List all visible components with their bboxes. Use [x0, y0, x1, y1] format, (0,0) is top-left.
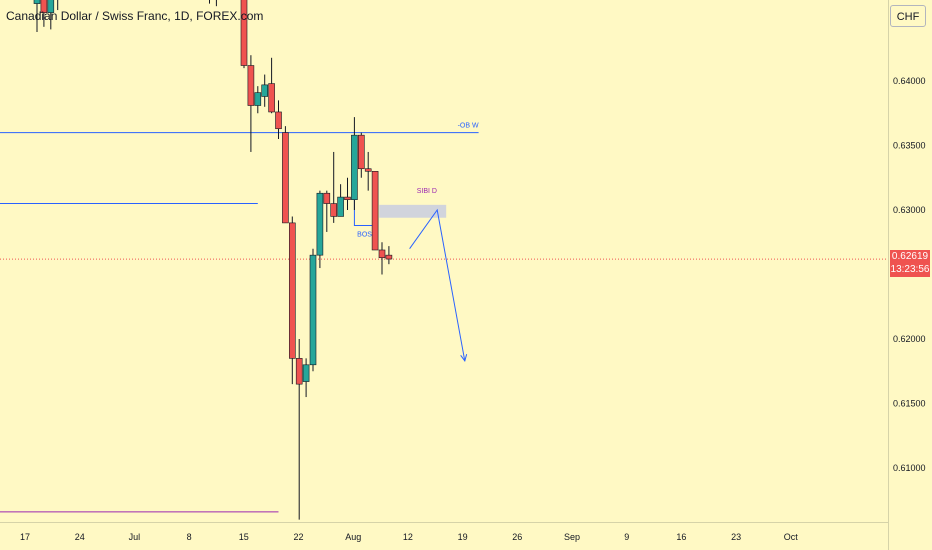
price-tick-label: 0.63500 — [893, 141, 926, 151]
candle-body — [378, 249, 386, 259]
candle[interactable] — [268, 57, 275, 114]
bos-label: BOS — [357, 231, 372, 238]
candle-body — [295, 358, 303, 385]
current-price-label: 0.62619 — [891, 251, 929, 262]
price-tick-label: 0.63000 — [893, 205, 926, 215]
price-tick-label: 0.62000 — [893, 334, 926, 344]
candle-body — [364, 168, 372, 172]
candle[interactable] — [344, 177, 351, 210]
time-tick-label: 19 — [458, 532, 468, 542]
candle[interactable] — [254, 86, 262, 114]
time-tick-label: 22 — [293, 532, 303, 542]
candle[interactable] — [33, 0, 41, 32]
candle[interactable] — [364, 151, 372, 191]
candle-body — [385, 254, 393, 260]
candle[interactable] — [371, 171, 379, 251]
time-tick-label: Sep — [564, 532, 580, 542]
time-tick-label: 15 — [239, 532, 249, 542]
candle[interactable] — [207, 0, 213, 4]
candle-body — [344, 196, 351, 200]
time-tick-label: Aug — [345, 532, 361, 542]
candle-body — [40, 0, 48, 13]
candle-body — [47, 0, 55, 13]
candle-body — [330, 203, 338, 217]
candle[interactable] — [282, 126, 289, 224]
candle-body — [254, 92, 262, 106]
candle[interactable] — [309, 248, 317, 372]
candle[interactable] — [316, 190, 324, 269]
candle-body — [371, 171, 379, 251]
candle[interactable] — [302, 358, 310, 398]
candle-body — [240, 0, 248, 66]
time-tick-label: 9 — [624, 532, 629, 542]
candle[interactable] — [247, 55, 255, 152]
candle-body — [33, 0, 41, 4]
current-price-tag: 0.62619 13:23:56 — [890, 250, 930, 277]
time-tick-label: 8 — [187, 532, 192, 542]
candle[interactable] — [288, 216, 296, 385]
candle[interactable] — [213, 0, 219, 7]
time-axis[interactable]: 17 24 Jul 8 15 22 Aug 12 19 26 Sep 9 16 23 Oct — [20, 532, 798, 542]
sibi-zone[interactable] — [379, 204, 447, 218]
time-tick-label: Oct — [784, 532, 799, 542]
candle-body — [337, 196, 344, 217]
candle[interactable] — [337, 184, 344, 217]
time-tick-label: 12 — [403, 532, 413, 542]
candle[interactable] — [261, 74, 269, 107]
candle-body — [247, 65, 255, 106]
price-tick-label: 0.61000 — [893, 463, 926, 473]
candle-body — [261, 84, 269, 97]
candle-body — [357, 134, 365, 170]
time-tick-label: 26 — [512, 532, 522, 542]
candle-body — [302, 364, 310, 382]
candle-body — [309, 254, 317, 366]
currency-button[interactable]: CHF — [890, 5, 926, 27]
candle-body — [282, 132, 289, 224]
candle[interactable] — [240, 0, 248, 69]
candle-body — [323, 192, 331, 204]
price-axis[interactable]: 0.64000 0.63500 0.63000 0.62000 0.61500 0.610… — [893, 76, 926, 473]
bar-countdown-label: 13:23:56 — [890, 264, 930, 275]
time-tick-label: 23 — [731, 532, 741, 542]
candle-body — [268, 83, 275, 113]
candle[interactable] — [323, 190, 331, 232]
candle[interactable] — [275, 100, 282, 140]
symbol-title: Canadian Dollar / Swiss Franc, 1D, FOREX… — [6, 9, 264, 23]
candle[interactable] — [295, 339, 303, 520]
candle-body — [275, 111, 282, 130]
projection-arrowhead — [460, 354, 468, 363]
ob-label: -OB W — [458, 123, 479, 130]
projection-path[interactable] — [409, 208, 466, 362]
candle-body — [351, 134, 358, 200]
candle[interactable] — [330, 151, 338, 223]
sibi-label: SIBI D — [417, 188, 437, 195]
plot-layer: -OB W SIBI D BOS — [0, 0, 888, 520]
candle[interactable] — [47, 0, 55, 30]
price-tick-label: 0.61500 — [893, 399, 926, 409]
candle[interactable] — [378, 242, 386, 275]
candle-body — [288, 222, 296, 359]
candle-body — [316, 192, 324, 256]
candle[interactable] — [357, 132, 365, 178]
candle[interactable] — [40, 0, 48, 27]
time-tick-label: 17 — [20, 532, 30, 542]
time-tick-label: 24 — [75, 532, 85, 542]
candle[interactable] — [55, 0, 61, 11]
price-tick-label: 0.64000 — [893, 76, 926, 86]
candle[interactable] — [385, 246, 393, 265]
candle[interactable] — [351, 117, 358, 210]
time-tick-label: Jul — [129, 532, 141, 542]
time-tick-label: 16 — [676, 532, 686, 542]
